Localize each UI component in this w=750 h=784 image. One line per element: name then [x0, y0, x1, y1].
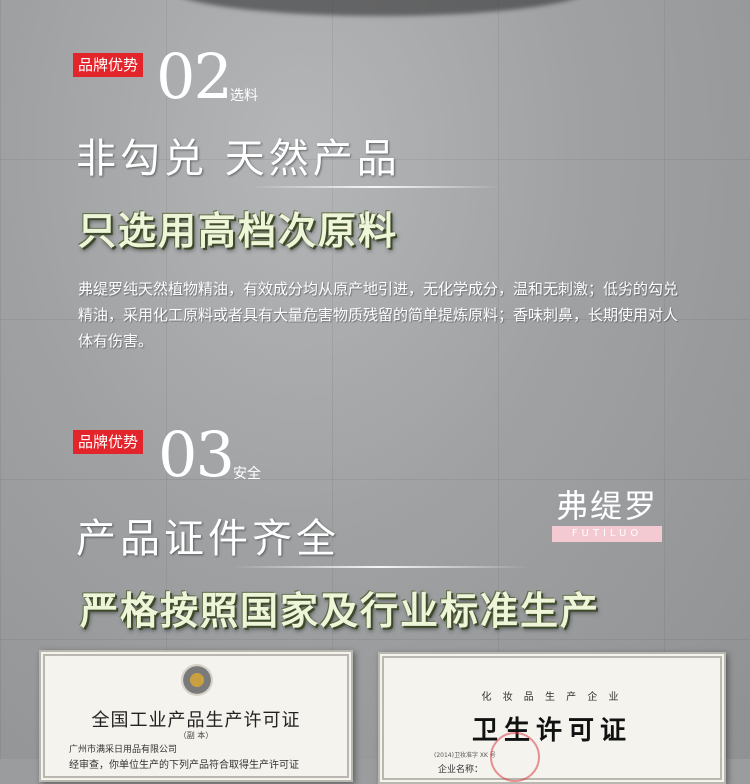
- certificate-text: 经审查，你单位生产的下列产品符合取得生产许可证: [69, 760, 299, 771]
- hygiene-license-certificate: 化 妆 品 生 产 企 业 卫生许可证 (2014)卫妆准字 XK 号 企业名称…: [378, 652, 726, 784]
- section-number: 02: [156, 40, 233, 113]
- brand-advantage-badge: 品牌优势: [73, 53, 144, 77]
- brand-logo-cn: 弗缇罗: [555, 487, 658, 525]
- certificate-header: 化 妆 品 生 产 企 业: [481, 692, 623, 703]
- section-number-label: 安全: [233, 466, 261, 482]
- section-title: 非勾兑 天然产品: [76, 136, 401, 182]
- section-title: 产品证件齐全: [76, 516, 340, 562]
- section-number-label: 选料: [230, 88, 258, 104]
- top-shadow: [170, 0, 590, 16]
- brand-advantage-badge: 品牌优势: [73, 430, 144, 454]
- divider: [230, 566, 530, 568]
- national-emblem-icon: [181, 664, 213, 696]
- section-headline: 只选用高档次原料: [78, 209, 399, 253]
- certificate-text: 企业名称：: [438, 765, 484, 775]
- certificate-company: 广州市满采日用品有限公司: [69, 745, 178, 755]
- section-number: 03: [158, 418, 235, 491]
- brand-logo-en: FUTILUO: [552, 526, 662, 542]
- concrete-background: [0, 0, 750, 759]
- divider: [250, 186, 500, 188]
- section-headline: 严格按照国家及行业标准生产: [80, 589, 601, 633]
- red-seal-icon: [490, 732, 540, 782]
- production-license-certificate: 全国工业产品生产许可证 （副 本） 广州市满采日用品有限公司 经审查，你单位生产…: [39, 650, 353, 782]
- brand-logo: 弗缇罗 FUTILUO: [552, 486, 662, 552]
- certificate-number: (2014)卫妆准字 XK 号: [434, 752, 496, 759]
- certificate-title: 全国工业产品生产许可证: [91, 710, 301, 731]
- certificate-title: 卫生许可证: [471, 716, 632, 746]
- section-paragraph: 弗缇罗纯天然植物精油，有效成分均从原产地引进，无化学成分，温和无刺激；低劣的勾兑…: [78, 280, 679, 350]
- certificate-subtitle: （副 本）: [178, 731, 214, 740]
